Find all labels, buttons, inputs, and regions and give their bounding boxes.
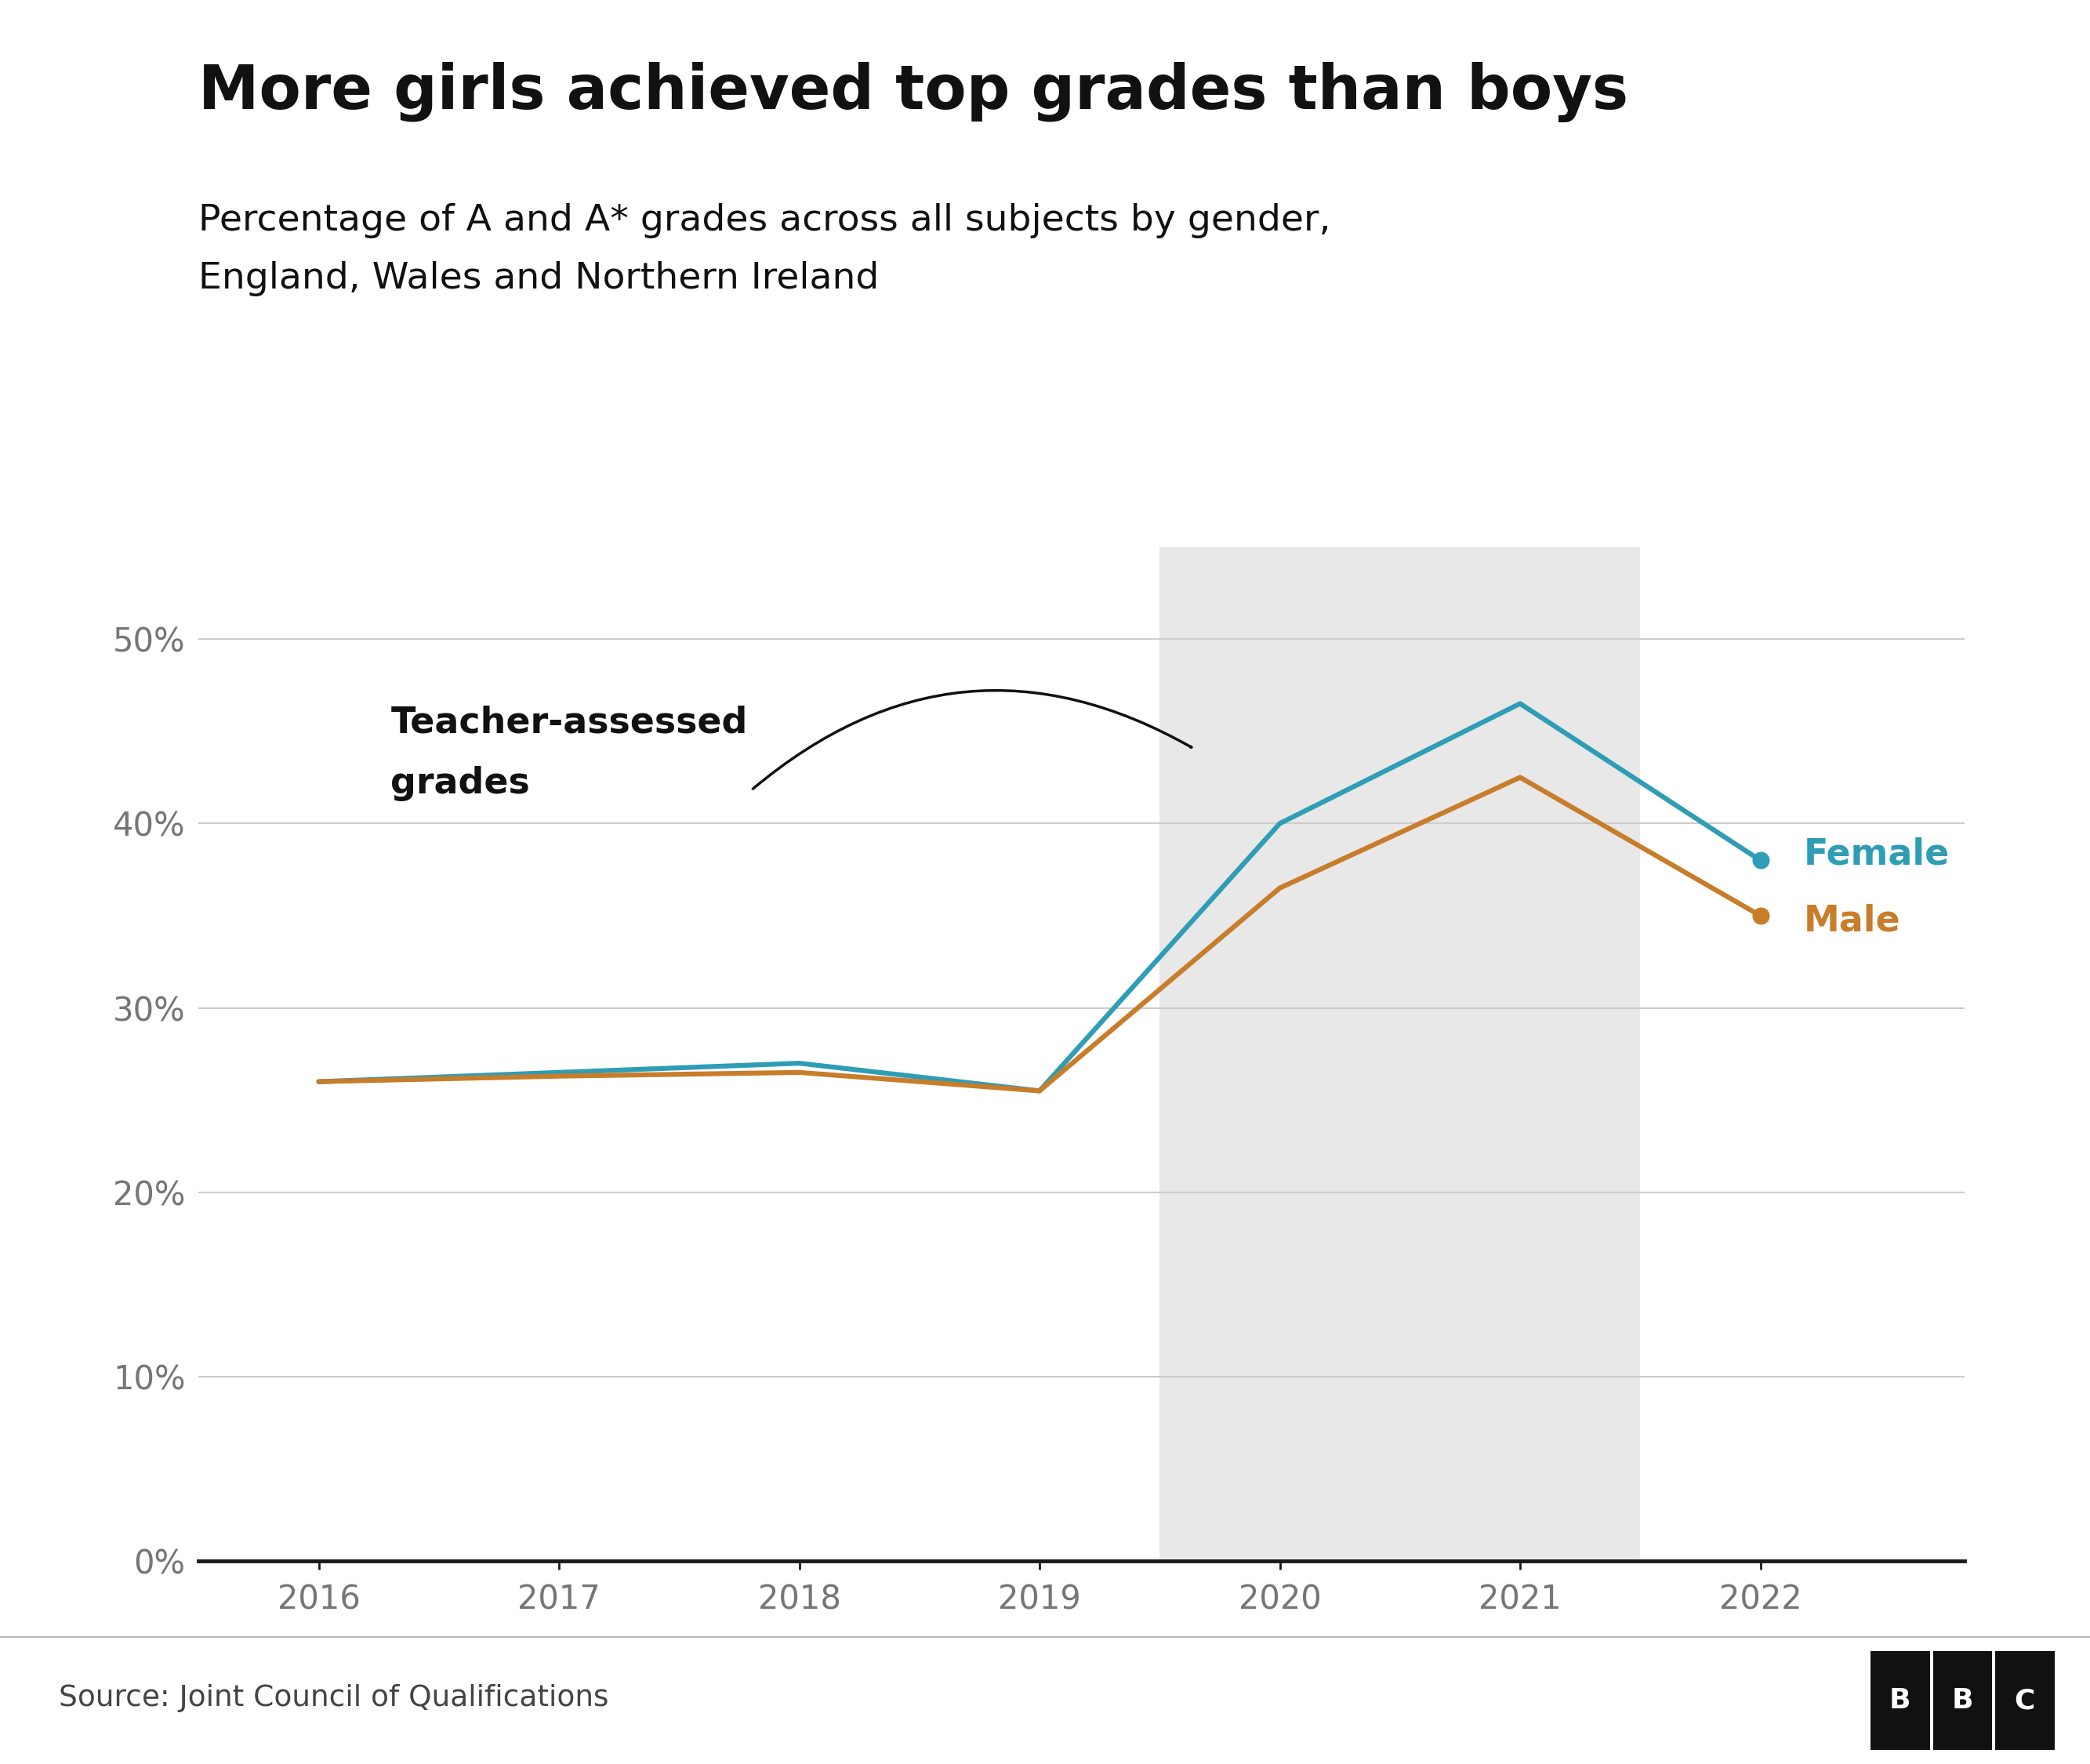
- Text: grades: grades: [391, 766, 531, 801]
- Text: B: B: [1952, 1686, 1973, 1715]
- Text: More girls achieved top grades than boys: More girls achieved top grades than boys: [199, 62, 1628, 122]
- Text: Teacher-assessed: Teacher-assessed: [391, 706, 748, 741]
- Text: Female: Female: [1804, 838, 1950, 873]
- Text: B: B: [1889, 1686, 1910, 1715]
- Bar: [1996, 1651, 2054, 1750]
- Bar: [1933, 1651, 1992, 1750]
- Bar: [1160, 547, 1641, 1561]
- Text: Percentage of A and A* grades across all subjects by gender,: Percentage of A and A* grades across all…: [199, 203, 1331, 238]
- Bar: [1871, 1651, 1929, 1750]
- Text: Source: Joint Council of Qualifications: Source: Joint Council of Qualifications: [59, 1685, 608, 1713]
- Text: England, Wales and Northern Ireland: England, Wales and Northern Ireland: [199, 261, 880, 296]
- Point: [1743, 901, 1776, 930]
- Text: C: C: [2015, 1686, 2036, 1715]
- Text: Male: Male: [1804, 903, 1900, 938]
- FancyArrowPatch shape: [752, 690, 1191, 789]
- Point: [1743, 847, 1776, 875]
